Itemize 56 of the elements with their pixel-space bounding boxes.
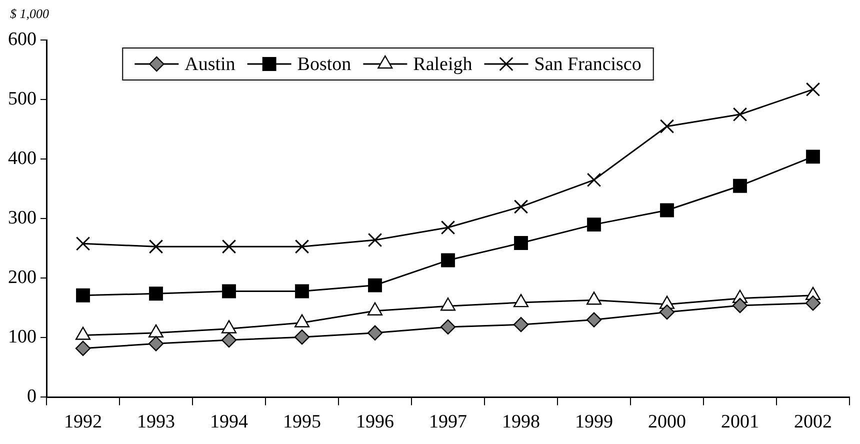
point [368, 278, 382, 292]
x-tick-label: 2002 [794, 412, 832, 433]
x-tick-label: 2000 [648, 412, 686, 433]
point [586, 312, 602, 328]
point [660, 119, 674, 134]
point [659, 304, 675, 320]
y-tick-label: 0 [27, 386, 36, 408]
y-tick-label: 500 [8, 88, 36, 110]
y-tick-label: 100 [8, 326, 36, 348]
point [732, 107, 748, 122]
point [222, 239, 236, 254]
point [221, 332, 237, 348]
point [805, 296, 821, 311]
point [587, 218, 601, 232]
point [76, 288, 90, 302]
x-tick-label: 1999 [575, 412, 613, 433]
point [441, 253, 455, 268]
legend-label: San Francisco [534, 54, 642, 75]
point [733, 178, 747, 193]
y-axis-title: $ 1,000 [10, 6, 50, 21]
point [148, 239, 164, 254]
x-tick-label: 1993 [137, 412, 175, 433]
legend-label: Austin [184, 54, 236, 75]
x-tick-label: 1992 [64, 412, 102, 433]
point [149, 286, 163, 301]
x-tick-label: 2001 [721, 412, 759, 433]
point [222, 284, 236, 298]
y-tick-label: 400 [8, 148, 36, 170]
legend-label: Boston [297, 54, 352, 75]
point [148, 336, 164, 352]
x-tick-label: 1994 [210, 412, 248, 433]
point [440, 319, 456, 335]
point [514, 200, 528, 214]
point [75, 340, 91, 356]
x-tick-label: 1996 [356, 412, 394, 433]
x-tick-label: 1997 [429, 412, 467, 433]
point [367, 325, 383, 341]
legend-label: Raleigh [413, 54, 473, 75]
point [76, 236, 90, 251]
point [294, 239, 310, 254]
point [806, 150, 820, 164]
point [368, 232, 382, 248]
y-tick-label: 600 [8, 28, 36, 50]
point [660, 203, 674, 218]
point [586, 172, 602, 188]
point [513, 316, 529, 332]
x-tick-label: 1998 [502, 412, 540, 433]
point [806, 82, 820, 97]
point [295, 284, 309, 298]
x-tick-label: 1995 [283, 412, 321, 433]
point [294, 329, 310, 345]
point [440, 220, 456, 235]
point [732, 298, 748, 314]
y-tick-label: 300 [8, 208, 36, 229]
point [514, 236, 528, 250]
y-tick-label: 200 [8, 267, 36, 288]
